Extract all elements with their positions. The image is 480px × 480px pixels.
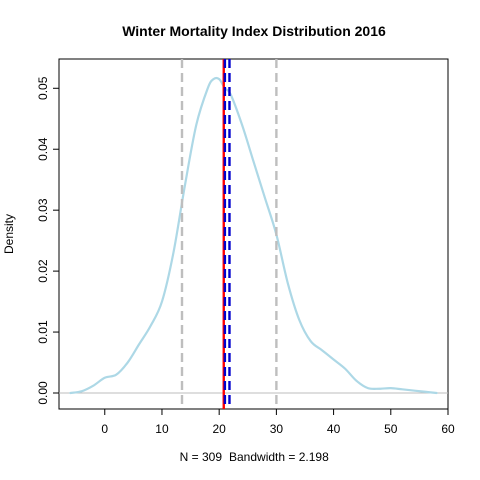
y-axis: 0.00 0.01 0.02 0.03 0.04 0.05 (36, 76, 59, 405)
y-axis-label: Density (2, 214, 16, 254)
x-axis: 0 10 20 30 40 50 60 (101, 409, 455, 436)
x-tick-label-3: 30 (270, 422, 284, 436)
x-tick-label-4: 40 (327, 422, 341, 436)
x-tick-label-5: 50 (384, 422, 398, 436)
y-tick-label-3: 0.03 (36, 198, 50, 222)
x-tick-label-0: 0 (101, 422, 108, 436)
vline-layer (180, 59, 278, 409)
curve-layer (69, 76, 438, 395)
x-axis-label-n: N = 309 (180, 450, 223, 464)
x-tick-label-6: 60 (441, 422, 455, 436)
y-tick-label-5: 0.05 (36, 76, 50, 100)
density-curve-0 (69, 76, 438, 395)
chart-title: Winter Mortality Index Distribution 2016 (122, 23, 386, 39)
x-tick-label-1: 10 (155, 422, 169, 436)
y-tick-label-2: 0.02 (36, 259, 50, 283)
plot-area-frame (58, 58, 449, 410)
x-tick-label-2: 20 (212, 422, 226, 436)
y-tick-label-1: 0.01 (36, 320, 50, 344)
x-axis-label-bandwidth: Bandwidth = 2.198 (229, 450, 329, 464)
y-tick-label-0: 0.00 (36, 381, 50, 405)
y-tick-label-4: 0.04 (36, 137, 50, 161)
